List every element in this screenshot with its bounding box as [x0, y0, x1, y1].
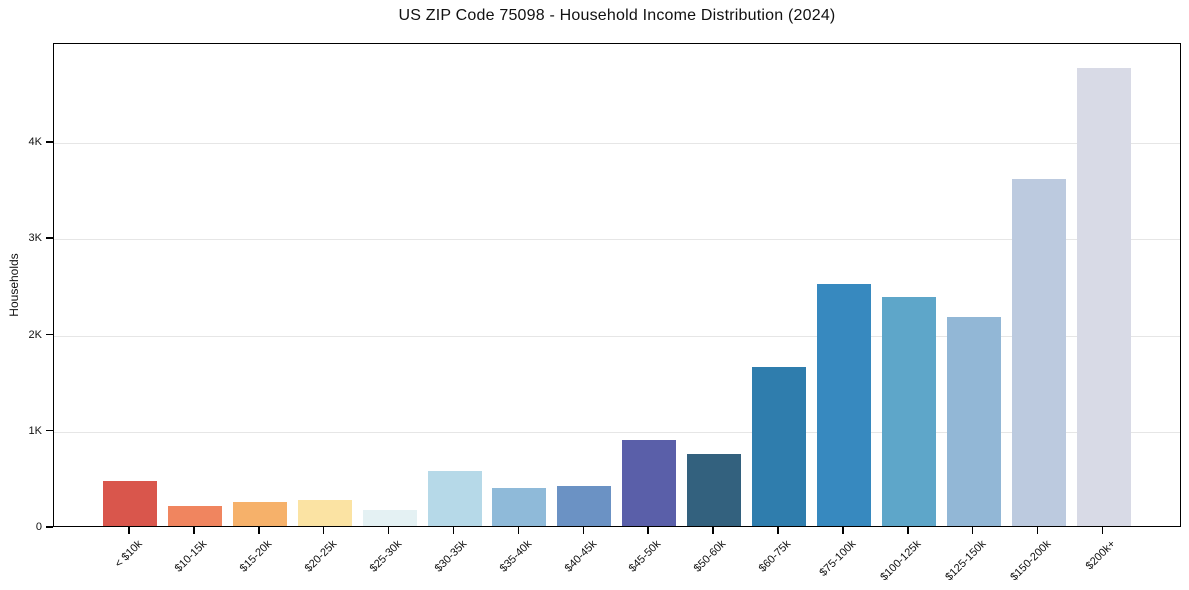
bar-125-150k [946, 317, 1001, 526]
x-tick-label-10: $60-75k [756, 538, 794, 575]
y-tick-mark-1K [46, 429, 53, 432]
x-tick-label-7: $40-45k [562, 538, 599, 575]
x-tick-label-3: $20-25k [302, 538, 340, 575]
x-tick-mark-3 [322, 527, 325, 534]
x-tick-label-5: $30-35k [432, 538, 469, 575]
x-tick-label-13: $125-150k [942, 538, 989, 584]
bar-75-100k [816, 283, 871, 526]
plot-area [53, 43, 1181, 527]
x-tick-mark-0 [128, 527, 130, 534]
bar-100-125k [881, 297, 936, 526]
gridline-1K [54, 431, 1180, 433]
x-tick-mark-13 [971, 527, 974, 534]
bar-10-15k [167, 505, 222, 526]
y-tick-label-1K: 1K [28, 424, 42, 437]
y-tick-mark-2K [46, 333, 53, 336]
x-tick-mark-15 [1101, 527, 1104, 534]
bar-15-20k [232, 501, 287, 526]
chart-title: US ZIP Code 75098 - Household Income Dis… [398, 7, 836, 24]
gridline-3K [54, 239, 1180, 241]
x-tick-mark-4 [387, 527, 390, 534]
x-tick-mark-5 [452, 527, 455, 534]
y-tick-label-3K: 3K [28, 232, 42, 245]
y-tick-mark-4K [46, 141, 53, 143]
y-axis-label: Households [7, 253, 21, 317]
x-tick-label-2: $15-20k [237, 538, 275, 575]
bar-50-60k [687, 453, 742, 526]
y-tick-label-2K: 2K [28, 328, 42, 341]
x-tick-label-4: $25-30k [367, 538, 405, 575]
x-tick-mark-12 [907, 527, 909, 534]
x-tick-label-11: $75-100k [817, 538, 859, 579]
x-tick-label-1: $10-15k [172, 538, 210, 575]
x-tick-mark-1 [193, 527, 195, 534]
bar-45-50k [622, 440, 677, 526]
x-tick-mark-14 [1036, 527, 1039, 534]
x-tick-mark-11 [842, 527, 844, 534]
gridline-2K [54, 335, 1180, 337]
y-tick-mark-0 [46, 526, 53, 528]
bar-35-40k [492, 487, 547, 526]
x-tick-mark-8 [647, 527, 649, 534]
x-tick-label-9: $50-60k [691, 538, 729, 575]
x-tick-mark-9 [712, 527, 714, 534]
x-tick-label-8: $45-50k [627, 538, 664, 575]
y-tick-label-4K: 4K [28, 136, 42, 149]
x-tick-mark-6 [517, 527, 520, 534]
y-tick-label-0: 0 [35, 521, 42, 533]
bar-40-45k [557, 485, 612, 526]
x-tick-mark-7 [582, 527, 585, 534]
x-tick-label-14: $150-200k [1007, 538, 1054, 584]
x-tick-mark-2 [258, 527, 260, 534]
x-tick-label-15: $200k+ [1083, 538, 1118, 573]
y-tick-mark-3K [46, 237, 53, 239]
bar-25-30k [362, 509, 417, 526]
gridline-4K [54, 143, 1180, 145]
bar-200k [1076, 67, 1131, 526]
bar-30-35k [427, 471, 482, 526]
bar-60-75k [752, 367, 806, 526]
x-tick-label-6: $35-40k [497, 538, 534, 575]
x-tick-mark-10 [777, 527, 779, 534]
bar-10k [103, 480, 157, 526]
bar-20-25k [297, 500, 352, 526]
x-tick-label-0: < $10k [112, 538, 145, 571]
x-tick-label-12: $100-125k [878, 538, 924, 584]
bar-150-200k [1011, 178, 1066, 526]
